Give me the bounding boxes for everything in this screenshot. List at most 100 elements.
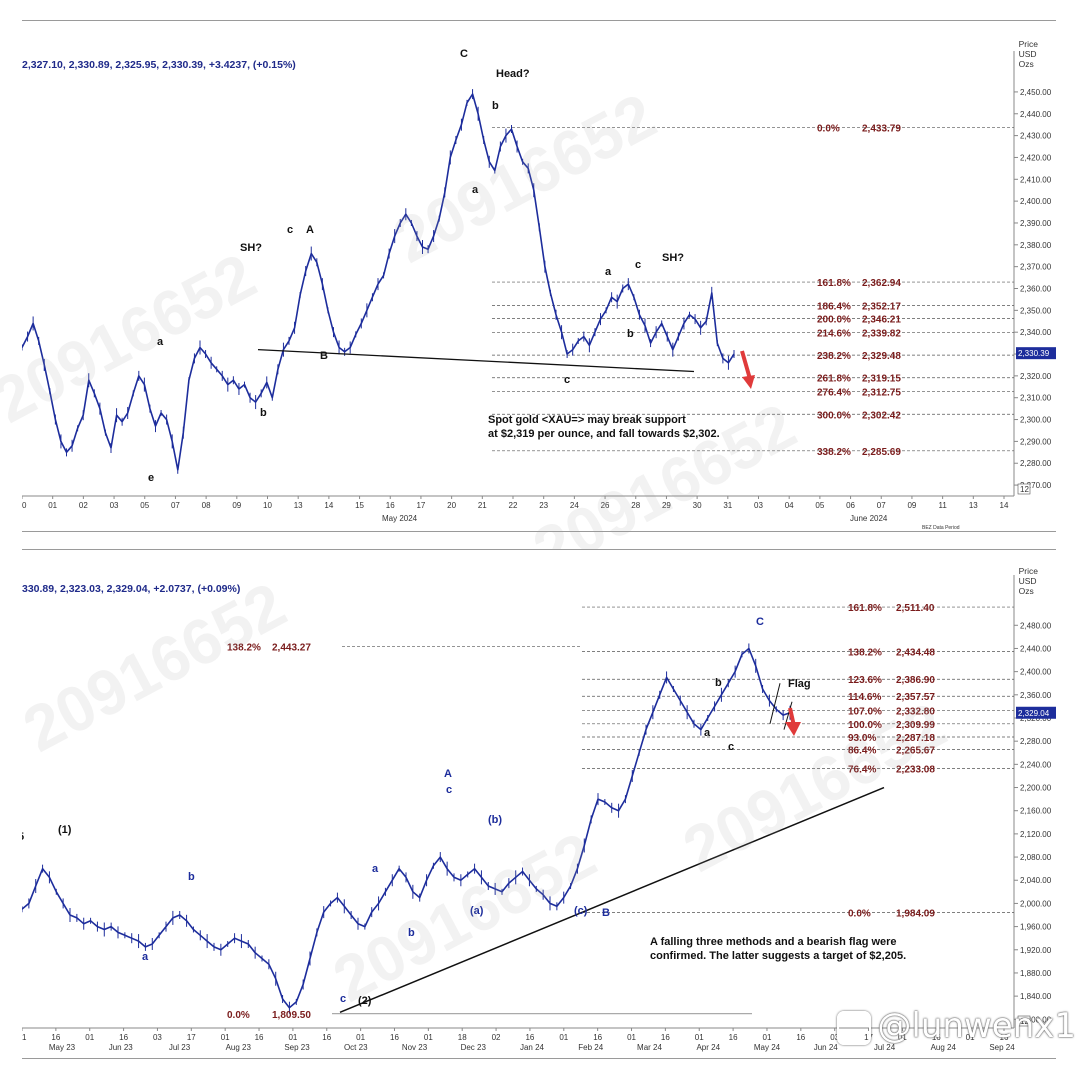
y-tick-label: 2,270.00	[1020, 481, 1052, 490]
y-tick-label: 2,480.00	[1020, 621, 1052, 630]
wave-label: b	[492, 100, 499, 112]
x-month-label: Apr 24	[696, 1043, 720, 1052]
y-tick-label: 2,430.00	[1020, 132, 1052, 141]
y-tick-label: 2,280.00	[1020, 459, 1052, 468]
x-tick-label: 01	[288, 1033, 297, 1042]
y-tick-label: 1,880.00	[1020, 969, 1052, 978]
x-month-label: May 23	[49, 1043, 76, 1052]
fib-level-percent: 161.8%	[848, 603, 882, 614]
x-month-label: Nov 23	[402, 1043, 428, 1052]
wave-label: B	[320, 350, 328, 362]
x-tick-label: 06	[846, 501, 855, 510]
x-tick-label: 18	[458, 1033, 467, 1042]
x-tick-label: 16	[255, 1033, 264, 1042]
x-tick-label: 09	[907, 501, 916, 510]
fib-level-value: 2,346.21	[862, 315, 901, 326]
fib-level-value: 2,302.42	[862, 410, 901, 421]
x-month-label: May 24	[754, 1043, 781, 1052]
x-tick-label: 17	[187, 1033, 196, 1042]
y-tick-label: 2,350.00	[1020, 306, 1052, 315]
y-tick-label: 1,920.00	[1020, 946, 1052, 955]
y-tick-label: 2,080.00	[1020, 853, 1052, 862]
annotation-text: at $2,319 per ounce, and fall towards $2…	[488, 428, 720, 440]
fib-level-percent: 114.6%	[848, 692, 881, 703]
x-tick-label: 16	[322, 1033, 331, 1042]
y-tick-label: 2,000.00	[1020, 899, 1052, 908]
price-axis-title-line: Ozs	[1018, 59, 1034, 69]
fib-level-percent: 100.0%	[848, 720, 882, 731]
wave-label: c	[728, 741, 734, 753]
x-tick-label: 01	[559, 1033, 568, 1042]
y-tick-label: 2,200.00	[1020, 784, 1052, 793]
fib-level-percent: 214.6%	[817, 329, 851, 340]
wave-label: b	[260, 407, 267, 419]
wave-label: c	[340, 993, 346, 1005]
x-tick-label: 21	[478, 501, 487, 510]
wave-label: c	[635, 259, 641, 271]
extra-level-percent: 138.2%	[227, 643, 261, 654]
wave-label: b	[188, 871, 195, 883]
y-tick-label: 2,290.00	[1020, 437, 1052, 446]
x-tick-label: 09	[232, 501, 241, 510]
x-tick-label: 02	[79, 501, 88, 510]
x-tick-label: 16	[729, 1033, 738, 1042]
current-price-label: 2,329.04	[1018, 709, 1050, 718]
fib-level-value: 1,984.09	[896, 909, 935, 920]
x-tick-label: 16	[661, 1033, 670, 1042]
price-axis-title-line: Price	[1018, 39, 1038, 49]
x-tick-label: 23	[539, 501, 548, 510]
wave-label: C	[460, 48, 468, 60]
x-tick-label: 01	[966, 1033, 975, 1042]
wave-label: a	[372, 863, 379, 875]
wave-label: Flag	[788, 678, 811, 690]
x-month-label: Jan 24	[520, 1043, 545, 1052]
y-tick-label: 2,450.00	[1020, 88, 1052, 97]
y-tick-label: 2,160.00	[1020, 807, 1052, 816]
x-month-label: Jun 23	[109, 1043, 134, 1052]
fib-level-percent: 123.6%	[848, 675, 882, 686]
down-arrow-icon	[740, 350, 752, 380]
x-tick-label: 08	[202, 501, 211, 510]
y-tick-label: 2,370.00	[1020, 263, 1052, 272]
fib-level-value: 2,312.75	[862, 388, 901, 399]
daily-chart-svg: 2,450.00 2,440.00 2,430.00 2,420.00 2,410.00…	[22, 48, 1056, 531]
y-tick-label: 2,380.00	[1020, 241, 1052, 250]
x-month-label: Jun 24	[814, 1043, 839, 1052]
price-axis-title: Price USD Ozs	[1019, 39, 1038, 69]
x-month-label: Sep 23	[284, 1043, 310, 1052]
wave-label: e	[148, 472, 154, 484]
down-arrow-icon	[742, 375, 755, 389]
fib-level-percent: 107.0%	[848, 707, 882, 718]
wave-label: b	[627, 328, 634, 340]
wave-label: a	[605, 266, 612, 278]
x-tick-label: 16	[386, 501, 395, 510]
x-month-label: Oct 23	[344, 1043, 368, 1052]
wave-label: c	[564, 374, 570, 386]
fib-level-value: 2,433.79	[862, 123, 901, 134]
y-tick-label: 2,410.00	[1020, 175, 1052, 184]
fib-level-value: 2,287.18	[896, 733, 935, 744]
y-tick-label: 2,240.00	[1020, 760, 1052, 769]
wave-label: c	[287, 224, 293, 236]
fib-level-value: 2,511.40	[896, 603, 935, 614]
price-axis-title-line: Ozs	[1018, 586, 1034, 596]
y-tick-label: 2,320.00	[1020, 372, 1052, 381]
fib-level-percent: 0.0%	[817, 123, 840, 134]
wave-label: a	[157, 336, 164, 348]
y-tick-label: 2,400.00	[1020, 668, 1052, 677]
fib-level-percent: 138.2%	[848, 648, 882, 659]
x-tick-label: 01	[763, 1033, 772, 1042]
wave-label: b	[408, 927, 415, 939]
flag-line	[783, 701, 793, 730]
wave-label: A	[444, 768, 452, 780]
x-tick-label: 17	[416, 501, 425, 510]
weekly-chart-panel: 330.89, 2,323.03, 2,329.04, +2.0737, (+0…	[12, 549, 1056, 1059]
wave-label: (c)	[574, 905, 588, 917]
annotation-text: confirmed. The latter suggests a target …	[650, 950, 906, 962]
y-tick-label: 2,390.00	[1020, 219, 1052, 228]
x-tick-label: 16	[390, 1033, 399, 1042]
x-tick-label: 01	[356, 1033, 365, 1042]
x-tick-label: 15	[355, 501, 364, 510]
social-logo-icon	[837, 1010, 872, 1045]
x-tick-label: 30	[693, 501, 702, 510]
